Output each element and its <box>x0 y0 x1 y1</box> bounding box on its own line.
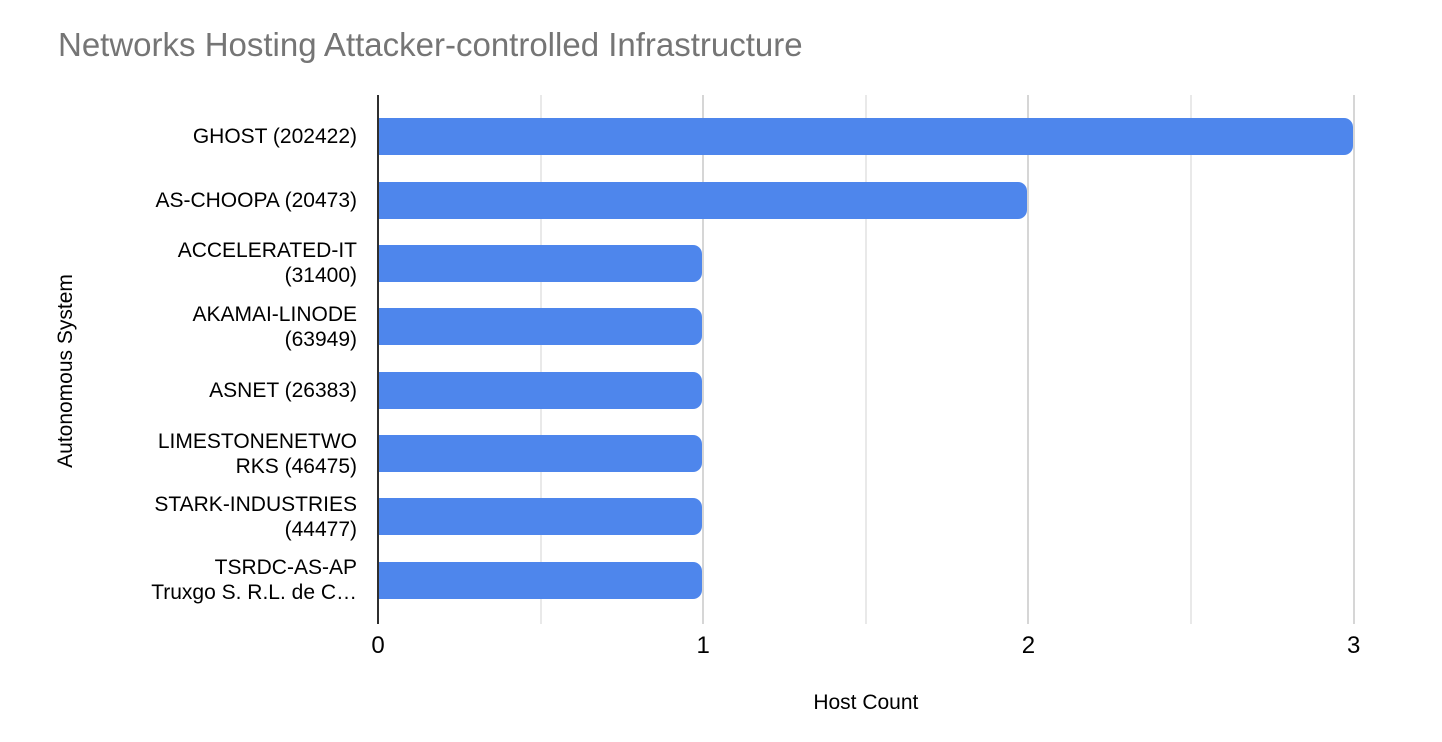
bar <box>379 181 1028 219</box>
bar <box>379 498 703 536</box>
major-gridline <box>702 95 705 624</box>
category-labels: GHOST (202422) AS-CHOOPA (20473) ACCELERAT… <box>0 105 368 612</box>
category-label: TSRDC-AS-AP Truxgo S. R.L. de C… <box>151 556 357 605</box>
category-label: STARK-INDUSTRIES (44477) <box>154 492 357 541</box>
bar-row <box>379 359 1422 422</box>
category-label: AS-CHOOPA (20473) <box>155 188 357 212</box>
major-gridline <box>1352 95 1355 624</box>
x-tick-label: 2 <box>1021 632 1036 659</box>
bar <box>379 308 703 346</box>
major-gridline <box>1027 95 1030 624</box>
minor-gridline <box>864 95 867 624</box>
bar-row <box>379 232 1422 295</box>
bar <box>379 118 1353 156</box>
category-label: ASNET (26383) <box>209 378 357 402</box>
bar-row <box>379 549 1422 612</box>
x-tick-label: 1 <box>696 632 710 659</box>
bar-series <box>379 105 1422 612</box>
category-label: ACCELERATED-IT (31400) <box>177 239 357 288</box>
x-tick-label: 3 <box>1347 632 1361 659</box>
bar <box>379 371 703 409</box>
y-axis-line <box>377 95 379 624</box>
bar-row <box>379 105 1422 168</box>
category-label: AKAMAI-LINODE (63949) <box>192 302 357 351</box>
chart-title: Networks Hosting Attacker-controlled Inf… <box>58 26 803 63</box>
category-label: GHOST (202422) <box>192 125 357 149</box>
bar-row <box>379 295 1422 358</box>
bar <box>379 561 703 599</box>
x-tick-label: 0 <box>371 632 385 659</box>
minor-gridline <box>1190 95 1193 624</box>
bar-row <box>379 485 1422 548</box>
bar <box>379 244 703 282</box>
category-label: LIMESTONENETWO RKS (46475) <box>157 429 357 478</box>
bar-row <box>379 422 1422 485</box>
plot-area <box>377 95 1422 624</box>
bar <box>379 435 703 473</box>
x-axis-title: Host Count <box>813 691 919 714</box>
bar-row <box>379 168 1422 231</box>
minor-gridline <box>539 95 542 624</box>
